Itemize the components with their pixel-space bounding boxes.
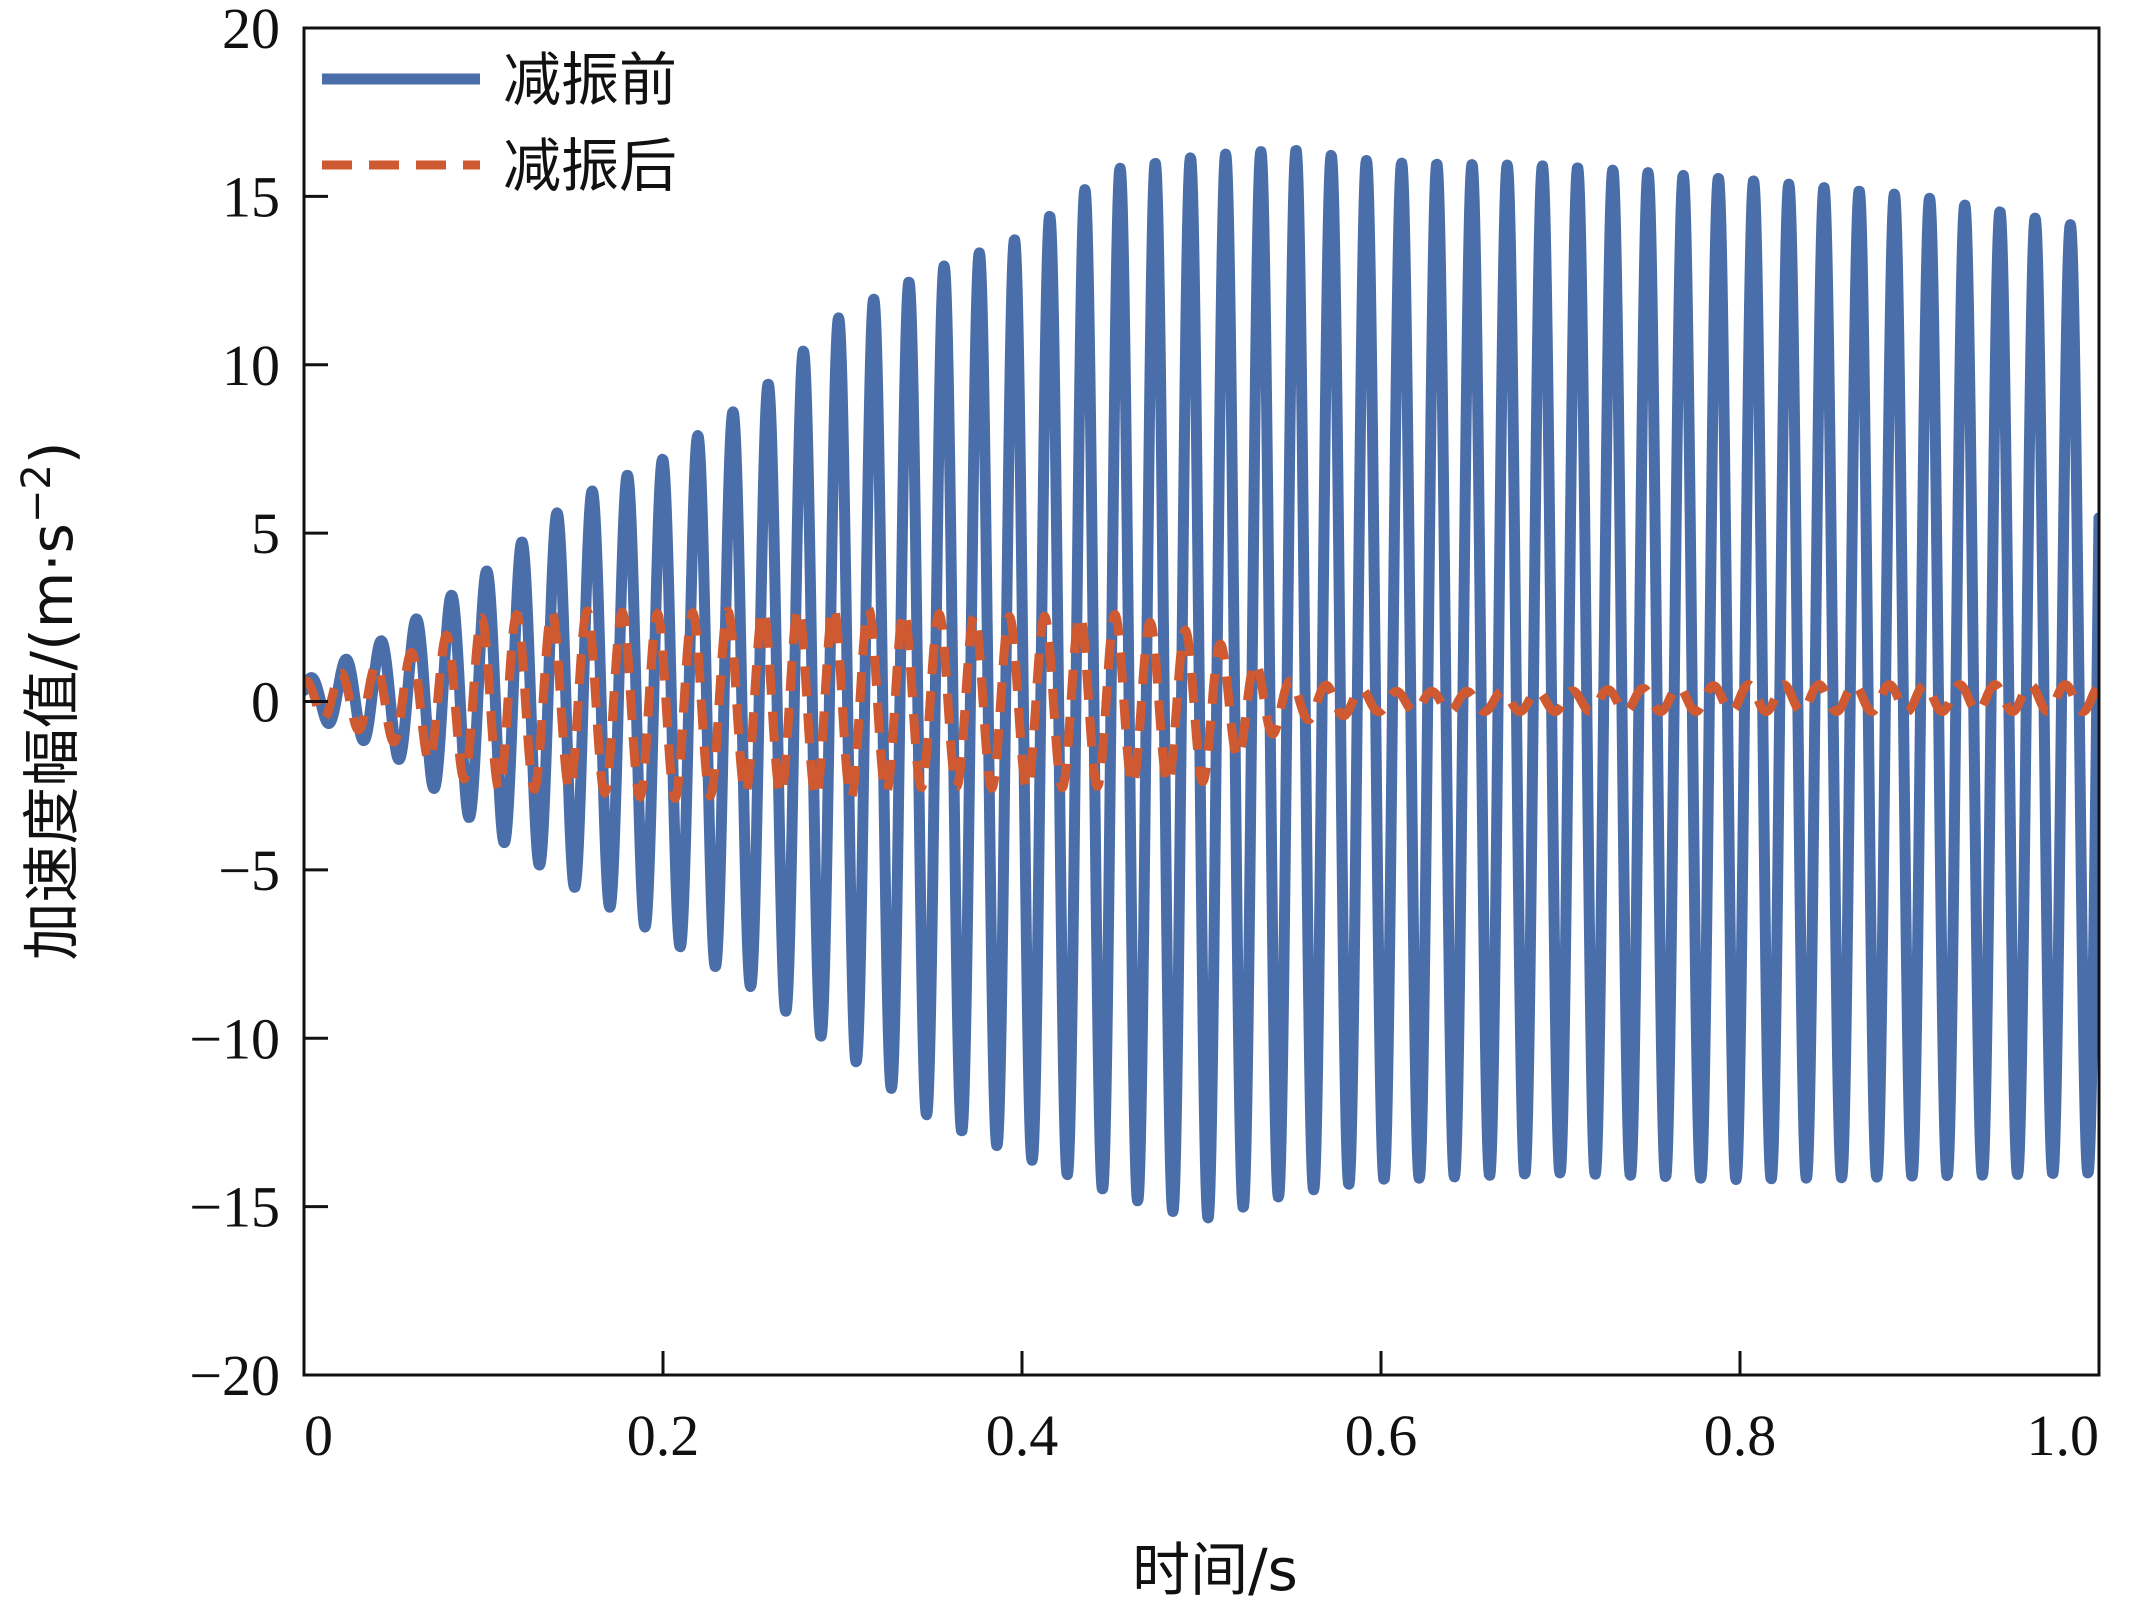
- x-tick-label: 0.6: [1345, 1403, 1418, 1468]
- x-tick-label: 0.8: [1704, 1403, 1777, 1468]
- y-tick-label: −20: [189, 1343, 280, 1408]
- y-tick-label: 20: [222, 0, 280, 61]
- y-axis-title-close: ): [18, 442, 86, 465]
- y-tick-label: 15: [222, 164, 280, 229]
- y-tick-label: 5: [251, 501, 280, 566]
- legend: 减振前 减振后: [322, 46, 677, 200]
- series-line-before-damping: [304, 145, 2099, 1224]
- x-tick-label: 0.2: [627, 1403, 700, 1468]
- y-axis-title-main: 加速度幅值/(m·s: [18, 523, 86, 960]
- x-tick-label: 0.4: [986, 1403, 1059, 1468]
- legend-label-after-damping: 减振后: [503, 132, 677, 200]
- y-axis-title-exponent: −2: [14, 464, 60, 523]
- series-line-after-damping: [304, 601, 2099, 804]
- x-tick-label: 1.0: [2027, 1403, 2100, 1468]
- plot-area: [304, 145, 2099, 1224]
- x-axis: 0 0.2 0.4 0.6 0.8 1.0: [302, 1351, 2101, 1468]
- legend-label-before-damping: 减振前: [503, 46, 677, 114]
- y-axis-title: 加速度幅值/(m·s−2): [14, 442, 86, 961]
- x-tick-label: 0: [304, 1403, 333, 1468]
- y-tick-label: −15: [189, 1175, 280, 1240]
- y-tick-label: −10: [189, 1006, 280, 1071]
- y-tick-label: 0: [251, 670, 280, 735]
- y-axis: −20 −15 −10 −5 0 5 10 15 20: [189, 0, 328, 1408]
- y-tick-label: −5: [218, 838, 280, 903]
- y-tick-label: 10: [222, 333, 280, 398]
- x-axis-title: 时间/s: [1132, 1536, 1298, 1601]
